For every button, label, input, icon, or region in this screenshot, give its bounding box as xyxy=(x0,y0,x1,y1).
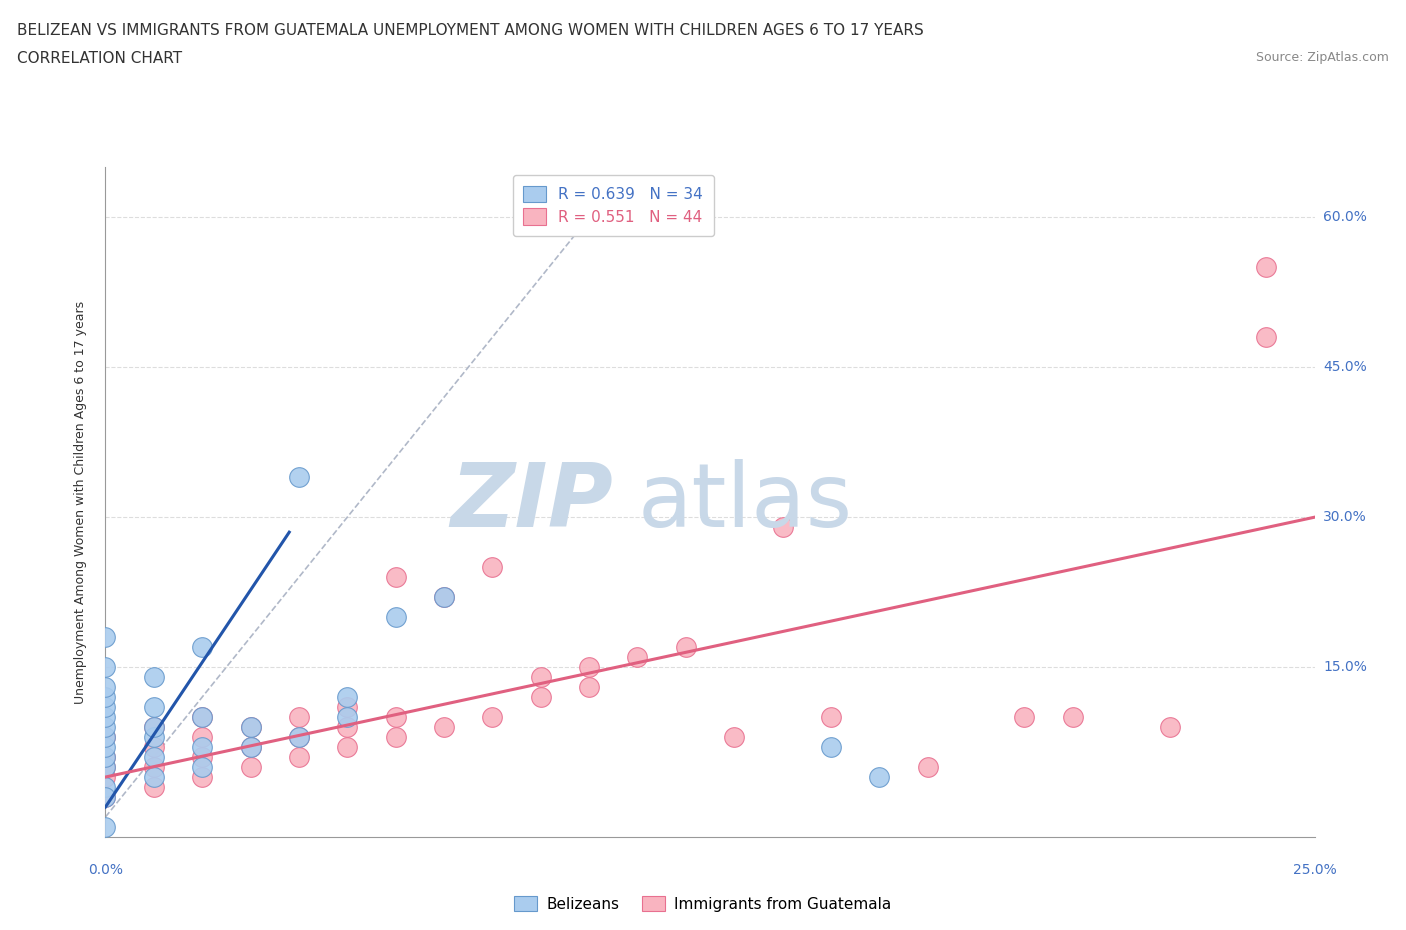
Point xyxy=(142,750,165,764)
Point xyxy=(94,730,117,745)
Point xyxy=(433,590,456,604)
Point xyxy=(142,770,165,785)
Point xyxy=(94,779,117,794)
Point xyxy=(917,760,939,775)
Point xyxy=(94,659,117,674)
Point xyxy=(288,710,311,724)
Text: 45.0%: 45.0% xyxy=(1323,360,1367,374)
Point xyxy=(626,650,648,665)
Text: 15.0%: 15.0% xyxy=(1323,660,1367,674)
Point xyxy=(384,710,406,724)
Point xyxy=(578,680,600,695)
Point xyxy=(94,630,117,644)
Point xyxy=(94,770,117,785)
Point xyxy=(142,670,165,684)
Point xyxy=(94,730,117,745)
Point xyxy=(820,710,842,724)
Point xyxy=(530,690,553,705)
Point xyxy=(481,560,503,575)
Legend: Belizeans, Immigrants from Guatemala: Belizeans, Immigrants from Guatemala xyxy=(508,889,898,918)
Point xyxy=(1256,330,1278,345)
Point xyxy=(868,770,890,785)
Point xyxy=(191,730,214,745)
Point xyxy=(820,739,842,754)
Point xyxy=(191,640,214,655)
Point xyxy=(336,710,359,724)
Point xyxy=(336,690,359,705)
Text: Source: ZipAtlas.com: Source: ZipAtlas.com xyxy=(1256,51,1389,64)
Point xyxy=(94,710,117,724)
Point xyxy=(94,750,117,764)
Point xyxy=(142,699,165,714)
Point xyxy=(239,739,262,754)
Point xyxy=(1256,259,1278,274)
Point xyxy=(384,730,406,745)
Point xyxy=(94,680,117,695)
Point xyxy=(191,770,214,785)
Point xyxy=(384,570,406,585)
Point xyxy=(94,699,117,714)
Point xyxy=(1062,710,1084,724)
Point xyxy=(94,739,117,754)
Point xyxy=(142,720,165,735)
Text: 30.0%: 30.0% xyxy=(1323,511,1367,525)
Point xyxy=(191,710,214,724)
Text: ZIP: ZIP xyxy=(450,458,613,546)
Point xyxy=(481,710,503,724)
Legend: R = 0.639   N = 34, R = 0.551   N = 44: R = 0.639 N = 34, R = 0.551 N = 44 xyxy=(513,175,714,236)
Text: atlas: atlas xyxy=(637,458,852,546)
Point xyxy=(288,730,311,745)
Point xyxy=(336,699,359,714)
Point xyxy=(772,520,794,535)
Y-axis label: Unemployment Among Women with Children Ages 6 to 17 years: Unemployment Among Women with Children A… xyxy=(75,300,87,704)
Point xyxy=(142,739,165,754)
Point xyxy=(239,760,262,775)
Point xyxy=(94,690,117,705)
Point xyxy=(1014,710,1036,724)
Point xyxy=(530,670,553,684)
Point xyxy=(94,760,117,775)
Point xyxy=(578,659,600,674)
Point xyxy=(191,739,214,754)
Point xyxy=(94,790,117,804)
Point xyxy=(288,730,311,745)
Point xyxy=(675,640,697,655)
Point xyxy=(142,720,165,735)
Point xyxy=(433,590,456,604)
Point xyxy=(94,790,117,804)
Point xyxy=(191,750,214,764)
Text: CORRELATION CHART: CORRELATION CHART xyxy=(17,51,181,66)
Text: 0.0%: 0.0% xyxy=(89,863,122,877)
Point xyxy=(239,720,262,735)
Point xyxy=(94,750,117,764)
Point xyxy=(239,739,262,754)
Point xyxy=(723,730,745,745)
Point xyxy=(94,720,117,735)
Text: BELIZEAN VS IMMIGRANTS FROM GUATEMALA UNEMPLOYMENT AMONG WOMEN WITH CHILDREN AGE: BELIZEAN VS IMMIGRANTS FROM GUATEMALA UN… xyxy=(17,23,924,38)
Point xyxy=(191,710,214,724)
Point xyxy=(288,470,311,485)
Point xyxy=(191,760,214,775)
Point xyxy=(142,730,165,745)
Point xyxy=(336,739,359,754)
Point xyxy=(384,610,406,625)
Point xyxy=(142,779,165,794)
Point xyxy=(433,720,456,735)
Point xyxy=(288,750,311,764)
Text: 60.0%: 60.0% xyxy=(1323,210,1367,224)
Point xyxy=(94,760,117,775)
Point xyxy=(239,720,262,735)
Text: 25.0%: 25.0% xyxy=(1292,863,1337,877)
Point xyxy=(142,760,165,775)
Point xyxy=(94,819,117,834)
Point xyxy=(336,720,359,735)
Point xyxy=(1159,720,1181,735)
